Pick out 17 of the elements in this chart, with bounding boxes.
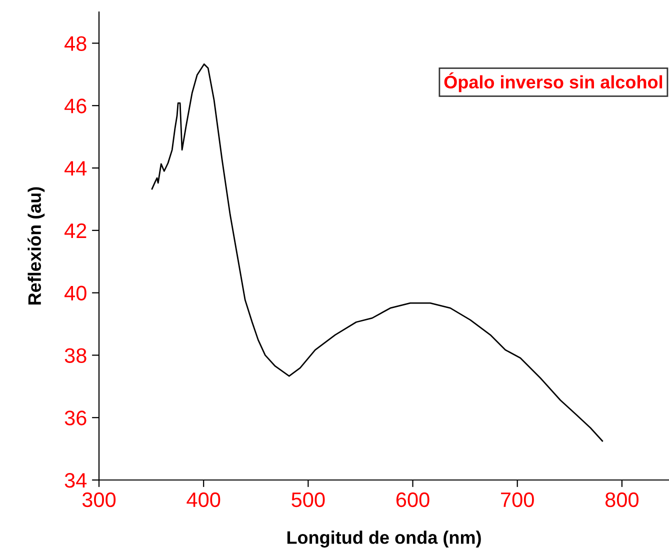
y-tick-label: 40 (64, 286, 86, 301)
y-tick-label: 36 (64, 410, 86, 426)
x-tick-label: 600 (396, 492, 430, 508)
y-tick-label: 46 (64, 98, 86, 114)
x-tick-label: 500 (292, 492, 325, 508)
y-tick-label: 38 (64, 348, 86, 363)
x-tick-label: 700 (501, 492, 534, 508)
y-tick-label: 34 (64, 473, 87, 488)
y-axis-title: Reflexión (au) (28, 187, 45, 304)
x-tick-label: 300 (82, 492, 116, 508)
annotation: Ópalo inverso sin alcohol (444, 72, 662, 92)
x-tick-label: 400 (186, 492, 220, 508)
y-tick-label: 44 (64, 161, 87, 176)
x-tick-label: 800 (605, 492, 638, 508)
y-tick-label: 48 (64, 36, 86, 51)
y-tick-label: 42 (64, 223, 86, 238)
x-axis-title: Longitud de onda (nm) (287, 530, 481, 548)
